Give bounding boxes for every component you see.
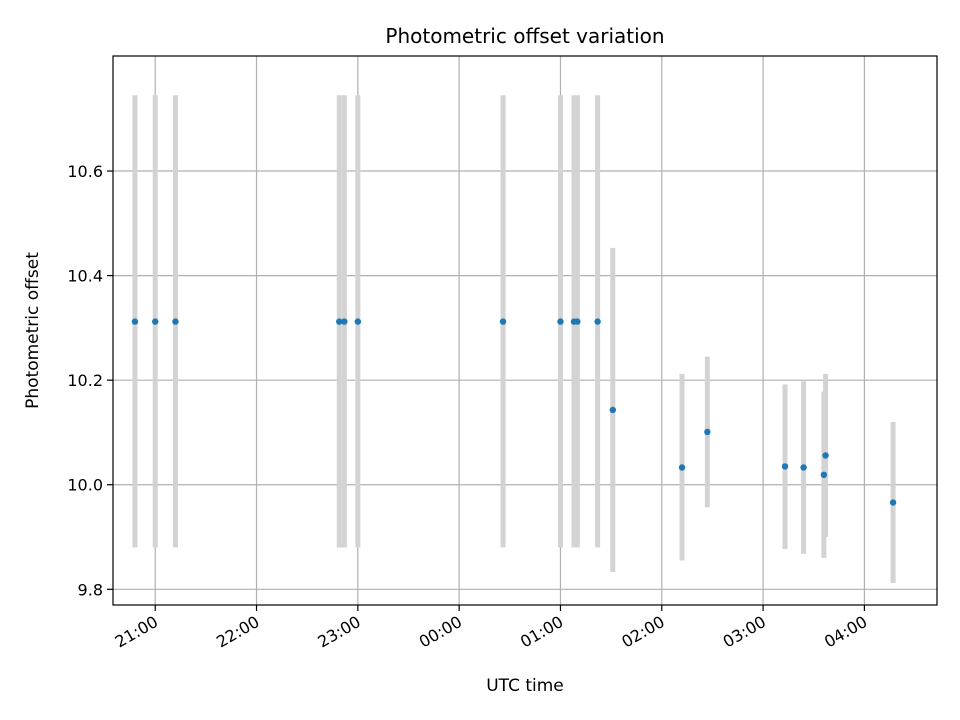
data-points xyxy=(131,318,897,506)
data-point xyxy=(704,428,711,436)
x-axis-label: UTC time xyxy=(486,676,564,696)
data-point xyxy=(781,463,789,470)
data-point xyxy=(889,499,897,506)
y-axis-label: Photometric offset xyxy=(23,252,43,409)
data-point xyxy=(594,318,601,325)
data-point xyxy=(172,318,179,325)
y-tick-label: 10.0 xyxy=(67,476,103,495)
data-point xyxy=(822,452,829,459)
data-point xyxy=(499,318,507,325)
data-point xyxy=(131,318,139,325)
y-axis-ticks: 9.8 10.0 10.2 10.4 10.6 xyxy=(67,162,113,599)
data-point xyxy=(820,471,828,479)
data-point xyxy=(354,318,362,325)
data-point xyxy=(336,318,343,325)
plot-frame xyxy=(112,55,938,606)
data-point xyxy=(800,464,807,471)
y-tick-label: 10.6 xyxy=(67,162,103,181)
data-point xyxy=(678,464,686,471)
chart-title: Photometric offset variation xyxy=(385,24,664,48)
data-point xyxy=(609,406,617,414)
y-tick-label: 10.2 xyxy=(67,371,103,390)
data-point xyxy=(341,318,348,325)
y-tick-label: 9.8 xyxy=(78,580,103,599)
y-tick-label: 10.4 xyxy=(67,267,103,286)
data-point xyxy=(152,318,159,325)
data-point xyxy=(557,318,564,325)
data-point xyxy=(574,318,581,325)
